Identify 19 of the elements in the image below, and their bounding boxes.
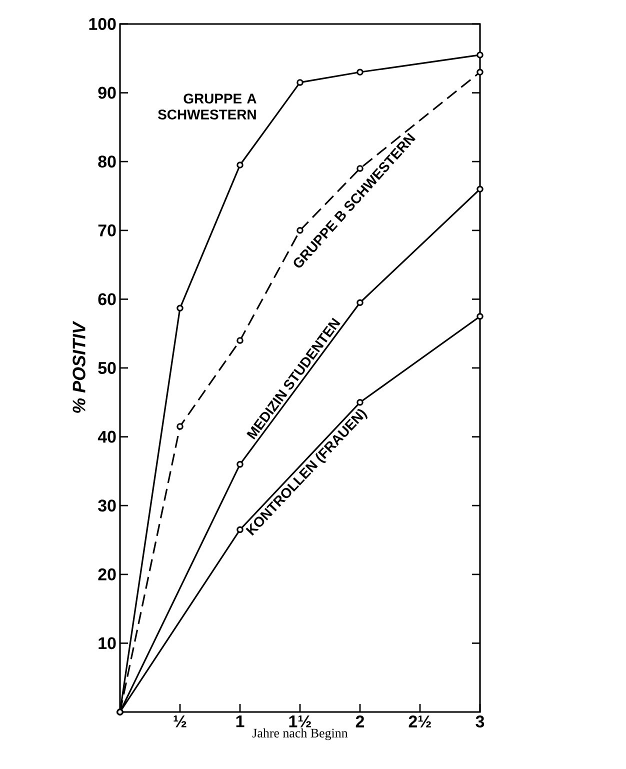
y-tick-label: 40 <box>98 430 116 443</box>
y-axis-title: % POSITIV <box>72 320 86 413</box>
x-tick-label: 1½ <box>289 716 311 728</box>
x-axis-title: Jahre nach Beginn <box>252 728 348 740</box>
x-tick-label: 2½ <box>408 716 431 728</box>
y-tick-label: 80 <box>98 156 116 168</box>
y-tick-label: 70 <box>98 224 116 236</box>
x-tick-label: ½ <box>174 716 186 728</box>
y-tick-label: 60 <box>98 293 116 306</box>
series-label: GRUPPE A SCHWESTERN <box>158 94 256 120</box>
x-tick-label: 2 <box>356 716 364 728</box>
y-tick-label: 100 <box>89 18 116 30</box>
y-tick-label: 20 <box>98 568 116 580</box>
x-tick-label: 1 <box>236 716 244 728</box>
y-tick-label: 90 <box>98 86 116 99</box>
y-tick-label: 10 <box>98 637 116 650</box>
x-tick-label: 3 <box>476 716 484 728</box>
y-tick-label: 30 <box>98 500 116 512</box>
y-tick-label: 50 <box>98 362 116 374</box>
